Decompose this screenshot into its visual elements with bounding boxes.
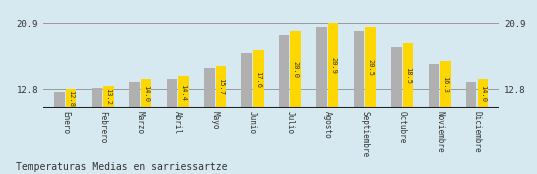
Bar bbox=[166, 79, 177, 174]
Bar bbox=[178, 76, 188, 174]
Bar bbox=[354, 31, 364, 174]
Text: 14.0: 14.0 bbox=[480, 85, 486, 102]
Text: 18.5: 18.5 bbox=[405, 67, 411, 84]
Text: 20.5: 20.5 bbox=[367, 59, 374, 76]
Bar bbox=[391, 47, 402, 174]
Bar bbox=[141, 80, 151, 174]
Bar bbox=[429, 64, 439, 174]
Text: Temperaturas Medias en sarriessartze: Temperaturas Medias en sarriessartze bbox=[16, 162, 228, 172]
Bar bbox=[104, 86, 114, 174]
Text: 14.4: 14.4 bbox=[180, 84, 186, 101]
Text: 12.8: 12.8 bbox=[68, 90, 74, 107]
Bar bbox=[440, 61, 451, 174]
Bar bbox=[54, 92, 65, 174]
Bar bbox=[365, 27, 376, 174]
Bar bbox=[403, 43, 413, 174]
Bar bbox=[242, 53, 252, 174]
Bar bbox=[216, 66, 226, 174]
Bar bbox=[92, 88, 102, 174]
Bar bbox=[466, 82, 476, 174]
Bar bbox=[66, 89, 76, 174]
Bar bbox=[328, 23, 338, 174]
Bar bbox=[316, 27, 326, 174]
Bar bbox=[477, 80, 488, 174]
Text: 20.9: 20.9 bbox=[330, 57, 336, 74]
Bar bbox=[279, 35, 289, 174]
Text: 20.0: 20.0 bbox=[293, 61, 299, 78]
Text: 17.6: 17.6 bbox=[255, 70, 262, 88]
Bar bbox=[253, 50, 264, 174]
Bar bbox=[291, 31, 301, 174]
Bar bbox=[204, 68, 214, 174]
Text: 13.2: 13.2 bbox=[106, 88, 112, 105]
Text: 15.7: 15.7 bbox=[218, 78, 224, 95]
Text: 16.3: 16.3 bbox=[442, 76, 448, 93]
Text: 14.0: 14.0 bbox=[143, 85, 149, 102]
Bar bbox=[129, 82, 140, 174]
